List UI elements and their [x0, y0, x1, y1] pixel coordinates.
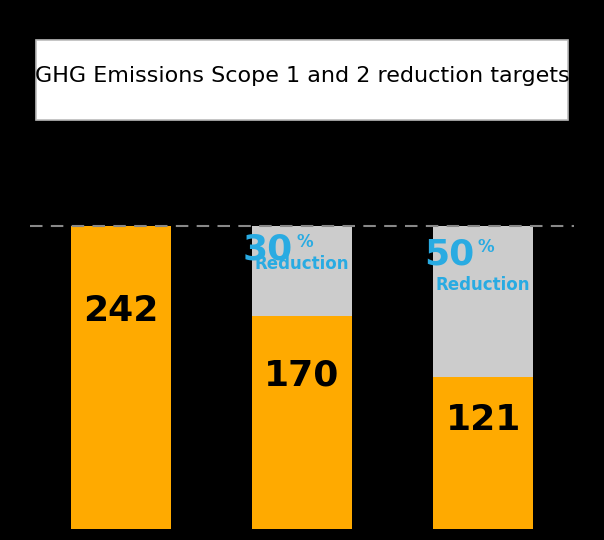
FancyBboxPatch shape: [36, 40, 568, 120]
Bar: [434, 226, 533, 529]
Text: %: %: [478, 238, 495, 256]
Text: 242: 242: [83, 294, 158, 328]
Text: GHG Emissions Scope 1 and 2 reduction targets: GHG Emissions Scope 1 and 2 reduction ta…: [34, 66, 570, 86]
Text: 30: 30: [243, 233, 293, 267]
Bar: [434, 377, 533, 529]
Bar: [71, 226, 170, 529]
Text: %: %: [297, 233, 313, 251]
Text: Reduction: Reduction: [255, 255, 349, 273]
Text: 121: 121: [446, 403, 521, 437]
Text: 50: 50: [424, 238, 474, 272]
Bar: [252, 226, 352, 529]
Text: 170: 170: [265, 359, 339, 393]
Text: Reduction: Reduction: [436, 276, 530, 294]
Bar: [252, 316, 352, 529]
